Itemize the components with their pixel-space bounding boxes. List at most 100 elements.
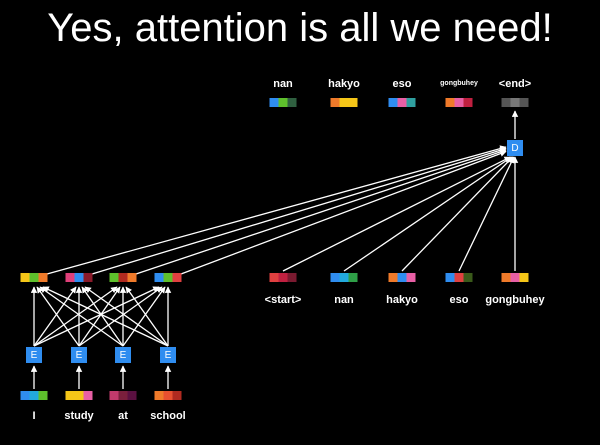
cross-attention-arrow	[46, 145, 507, 275]
decoder-output-vector-cell	[287, 98, 297, 107]
decoder-output-vector-cell	[501, 98, 511, 107]
decoder-output-vector-cell	[348, 98, 358, 107]
decoder-output-vector-cell	[454, 98, 464, 107]
decoder-output-vector-cell	[445, 98, 455, 107]
decoder-output-vector-cell	[278, 98, 288, 107]
cross-attention-arrow	[91, 147, 507, 275]
decoder-input-embedding-cell	[445, 273, 455, 282]
encoder-input-embedding-cell	[65, 391, 75, 400]
encoder-output-vector-cell	[163, 273, 173, 282]
decoder-output-word: hakyo	[328, 78, 360, 90]
decoder-input-embedding-cell	[397, 273, 407, 282]
decoder-block: D	[507, 140, 523, 156]
decoder-input-embedding-cell	[388, 273, 398, 282]
encoder-output-vector-cell	[74, 273, 84, 282]
encoder-input-embedding-cell	[163, 391, 173, 400]
decoder-input-embedding	[330, 273, 358, 282]
encoder-input-embedding-cell	[74, 391, 84, 400]
encoder-input-embedding-cell	[20, 391, 30, 400]
encoder-output-vector-cell	[20, 273, 30, 282]
encoder-input-embedding	[20, 391, 48, 400]
decoder-output-vector-cell	[269, 98, 279, 107]
self-attention-arrow	[81, 286, 124, 347]
decoder-input-embedding-cell	[287, 273, 297, 282]
decoder-output-word: eso	[392, 78, 412, 90]
encoder-input-embedding-cell	[38, 391, 48, 400]
encoder-input-embedding	[109, 391, 137, 400]
decoder-input-embedding	[501, 273, 529, 282]
encoder-block: E	[26, 347, 42, 363]
self-attention-arrow	[42, 286, 169, 347]
encoder-block: E	[160, 347, 176, 363]
decoder-input-embedding-cell	[519, 273, 529, 282]
encoder-output-vector	[154, 273, 182, 282]
encoder-input-embedding-cell	[29, 391, 39, 400]
decoder-input-embedding	[445, 273, 473, 282]
encoder-input-embedding-cell	[127, 391, 137, 400]
encoder-input-word: school	[150, 410, 186, 422]
encoder-input-embedding-cell	[172, 391, 182, 400]
decoder-input-arrow	[343, 156, 513, 272]
encoder-input-embedding-cell	[83, 391, 93, 400]
decoder-output-vector	[501, 98, 529, 107]
decoder-input-embedding-cell	[278, 273, 288, 282]
self-attention-arrow	[125, 286, 169, 347]
decoder-output-vector	[269, 98, 297, 107]
encoder-output-vector-cell	[83, 273, 93, 282]
self-attention-arrow	[36, 286, 80, 347]
decoder-input-embedding-cell	[406, 273, 416, 282]
decoder-output-vector-cell	[406, 98, 416, 107]
encoder-input-embedding-cell	[154, 391, 164, 400]
encoder-output-vector-cell	[154, 273, 164, 282]
decoder-output-vector-cell	[397, 98, 407, 107]
decoder-input-embedding-cell	[269, 273, 279, 282]
decoder-input-arrow	[458, 156, 515, 272]
decoder-output-word: nan	[273, 78, 293, 90]
decoder-output-vector	[445, 98, 473, 107]
decoder-input-word: eso	[449, 294, 469, 306]
decoder-output-vector-cell	[339, 98, 349, 107]
decoder-input-arrow	[401, 156, 514, 272]
encoder-output-vector-cell	[118, 273, 128, 282]
decoder-input-embedding-cell	[330, 273, 340, 282]
cross-attention-arrow	[180, 150, 507, 275]
encoder-output-vector-cell	[29, 273, 39, 282]
decoder-input-word: hakyo	[386, 294, 418, 306]
encoder-output-vector-cell	[109, 273, 119, 282]
decoder-output-vector-cell	[330, 98, 340, 107]
encoder-output-vector	[109, 273, 137, 282]
encoder-output-vector	[65, 273, 93, 282]
self-attention-arrow	[33, 286, 77, 347]
encoder-input-embedding-cell	[118, 391, 128, 400]
decoder-output-word: gongbuhey	[440, 80, 478, 87]
decoder-output-word: <end>	[498, 78, 532, 90]
self-attention-arrow	[33, 286, 160, 347]
encoder-block: E	[115, 347, 131, 363]
encoder-output-vector-cell	[172, 273, 182, 282]
encoder-output-vector-cell	[38, 273, 48, 282]
slide-title: Yes, attention is all we need!	[47, 6, 553, 50]
decoder-input-word: <start>	[264, 294, 302, 306]
encoder-input-embedding	[154, 391, 182, 400]
decoder-output-vector	[330, 98, 358, 107]
encoder-block: E	[71, 347, 87, 363]
encoder-output-vector-cell	[127, 273, 137, 282]
encoder-input-word: study	[64, 410, 94, 422]
decoder-input-word: nan	[334, 294, 354, 306]
self-attention-arrow	[78, 286, 121, 347]
decoder-output-vector	[388, 98, 416, 107]
encoder-output-vector	[20, 273, 48, 282]
decoder-input-embedding-cell	[339, 273, 349, 282]
encoder-input-embedding	[65, 391, 93, 400]
encoder-output-vector-cell	[65, 273, 75, 282]
cross-attention-arrow	[135, 148, 507, 275]
encoder-input-word: I	[32, 410, 36, 422]
decoder-input-word: gongbuhey	[485, 294, 545, 306]
decoder-output-vector-cell	[388, 98, 398, 107]
decoder-input-embedding-cell	[501, 273, 511, 282]
decoder-input-embedding	[388, 273, 416, 282]
encoder-input-embedding-cell	[109, 391, 119, 400]
decoder-input-embedding-cell	[510, 273, 520, 282]
decoder-input-embedding-cell	[348, 273, 358, 282]
